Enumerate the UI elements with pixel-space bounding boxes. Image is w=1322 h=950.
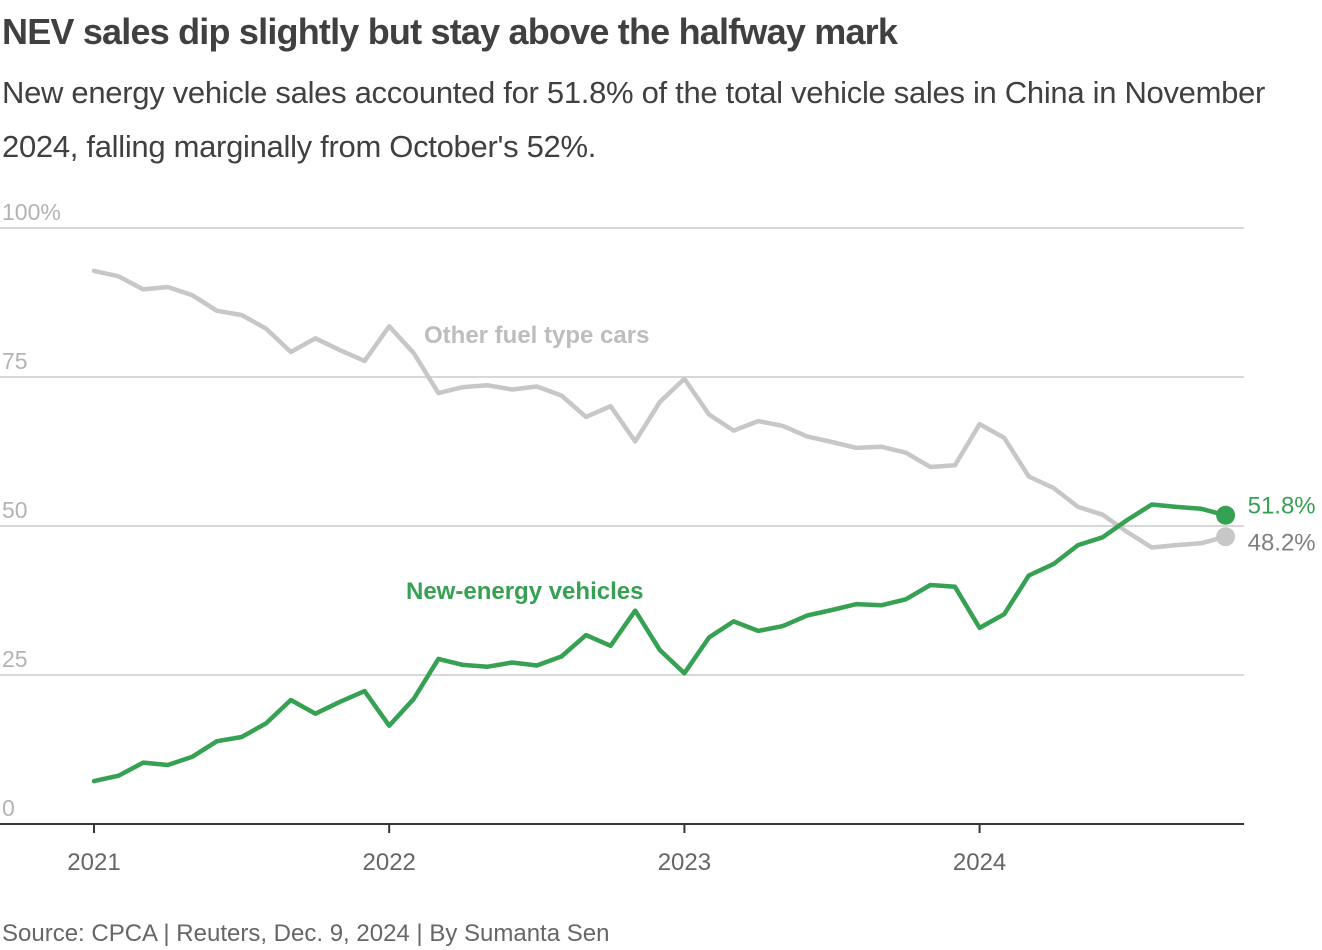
end-marker-other [1216,527,1236,547]
series-label-nev: New-energy vehicles [406,578,643,605]
y-tick-label-100: 100% [2,199,61,225]
x-tick-label-2023: 2023 [658,849,711,876]
series-line-other [91,268,1228,550]
source-note: Source: CPCA | Reuters, Dec. 9, 2024 | B… [2,920,610,947]
x-tick-label-2022: 2022 [363,849,416,876]
chart-title: NEV sales dip slightly but stay above th… [2,11,898,52]
line-chart: 0 25 50 75 100% 2021 2022 2023 2024 Other fuel … [0,199,1316,876]
x-tick-label-2024: 2024 [953,849,1006,876]
end-label-nev: 51.8% [1248,492,1316,519]
end-label-other: 48.2% [1248,530,1316,557]
y-tick-label-25: 25 [2,646,28,672]
y-tick-label-75: 75 [2,348,28,374]
series-line-nev [91,502,1228,784]
series-annotations: Other fuel type cars New-energy vehicles [406,322,649,605]
series-lines [91,268,1228,784]
end-marker-nev [1216,505,1236,525]
chart-subtitle: New energy vehicle sales accounted for 5… [2,75,1266,164]
y-tick-label-50: 50 [2,497,28,523]
y-tick-label-0: 0 [2,795,15,821]
y-tick-labels: 0 25 50 75 100% [2,199,61,821]
end-markers: 51.8% 48.2% [1216,492,1316,557]
x-tick-label-2021: 2021 [67,849,120,876]
series-label-other: Other fuel type cars [424,322,649,349]
x-axis: 2021 2022 2023 2024 [0,823,1244,876]
gridlines [0,227,1244,676]
